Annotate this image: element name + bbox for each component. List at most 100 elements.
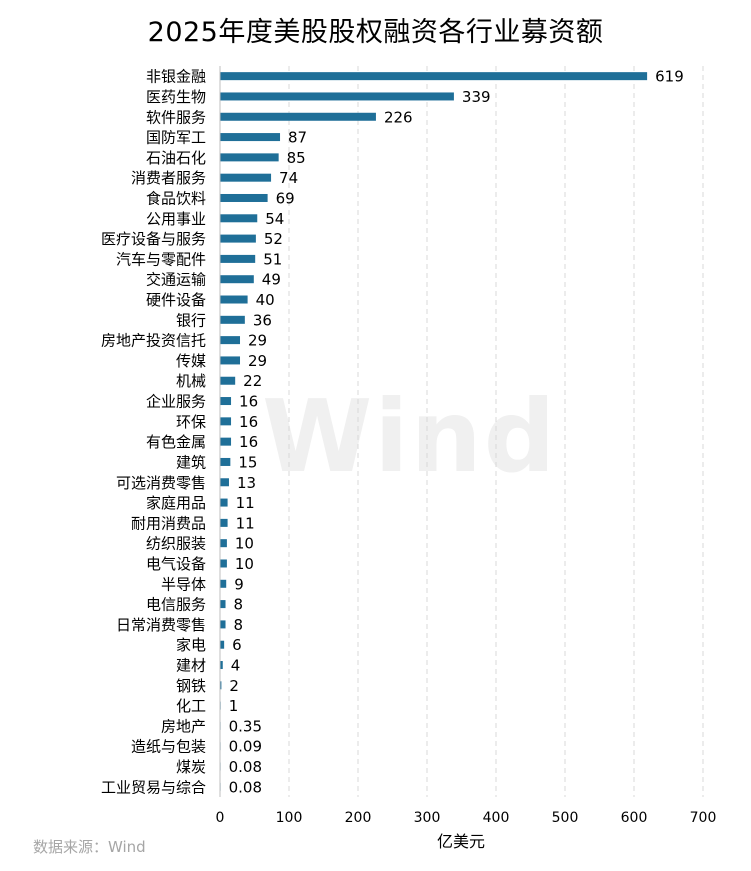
category-label: 机械 [176, 372, 206, 390]
category-label: 消费者服务 [131, 169, 206, 187]
value-label: 51 [263, 250, 282, 268]
bar [220, 153, 279, 162]
x-tick-label: 700 [690, 810, 717, 826]
category-label: 非银金融 [146, 68, 206, 86]
category-label: 煤炭 [176, 758, 206, 776]
category-label: 日常消费零售 [116, 616, 206, 634]
value-label: 74 [279, 169, 298, 187]
value-label: 0.35 [229, 717, 262, 735]
x-tick-label: 100 [276, 810, 303, 826]
x-axis-label: 亿美元 [437, 832, 486, 851]
category-label: 耐用消费品 [131, 514, 206, 532]
bar [220, 315, 245, 324]
value-label: 339 [462, 88, 491, 106]
bar [220, 336, 241, 345]
category-label: 纺织服装 [146, 535, 206, 553]
value-label: 8 [234, 616, 244, 634]
x-tick-label: 200 [345, 810, 372, 826]
bar [220, 539, 227, 548]
value-label: 8 [234, 596, 244, 614]
bar [220, 173, 272, 182]
value-label: 29 [248, 332, 267, 350]
bar [220, 417, 232, 426]
bar [220, 72, 648, 81]
x-tick-label: 300 [414, 810, 441, 826]
value-label: 36 [253, 311, 272, 329]
value-label: 54 [265, 210, 284, 228]
category-label: 造纸与包装 [131, 738, 206, 756]
category-label: 建材 [176, 657, 206, 675]
value-label: 52 [264, 230, 283, 248]
category-label: 医药生物 [146, 88, 206, 106]
value-label: 9 [234, 575, 244, 593]
category-label: 工业贸易与综合 [101, 778, 206, 796]
value-label: 2 [229, 677, 239, 695]
bar [220, 254, 256, 263]
bar [220, 681, 222, 690]
value-label: 13 [237, 474, 256, 492]
bar [220, 518, 228, 527]
value-label: 0.08 [229, 778, 262, 796]
value-label: 22 [243, 372, 262, 390]
category-label: 可选消费零售 [116, 474, 206, 492]
category-label: 食品饮料 [146, 189, 206, 207]
category-label: 企业服务 [146, 393, 206, 411]
value-label: 1 [229, 697, 239, 715]
category-label: 传媒 [176, 352, 206, 370]
value-label: 4 [231, 657, 241, 675]
bar [220, 295, 248, 304]
bar [220, 457, 231, 466]
bar [220, 600, 226, 609]
value-labels: 6193392268785746954525149403629292216161… [229, 68, 684, 797]
category-label: 半导体 [161, 575, 206, 593]
value-label: 11 [236, 494, 255, 512]
value-label: 29 [248, 352, 267, 370]
value-label: 619 [655, 68, 684, 86]
value-label: 16 [239, 393, 258, 411]
x-tick-label: 400 [483, 810, 510, 826]
category-label: 化工 [176, 697, 206, 715]
bar [220, 376, 236, 385]
value-label: 69 [276, 189, 295, 207]
chart-title: 2025年度美股股权融资各行业募资额 [147, 17, 604, 48]
bar [220, 640, 225, 649]
category-label: 公用事业 [146, 210, 206, 228]
category-label: 家庭用品 [146, 494, 206, 512]
category-label: 环保 [176, 413, 206, 431]
x-tick-label: 500 [552, 810, 579, 826]
category-label: 石油石化 [146, 149, 206, 167]
category-label: 房地产投资信托 [101, 332, 206, 350]
value-label: 49 [262, 271, 281, 289]
bar [220, 234, 256, 243]
value-label: 11 [236, 514, 255, 532]
watermark-logo: Wind [262, 378, 558, 495]
bar [220, 397, 232, 406]
value-label: 16 [239, 413, 258, 431]
category-label: 钢铁 [176, 677, 206, 695]
category-label: 家电 [176, 636, 206, 654]
value-label: 6 [232, 636, 242, 654]
category-label: 建筑 [176, 453, 206, 471]
category-label: 交通运输 [146, 271, 206, 289]
category-label: 软件服务 [146, 108, 206, 126]
bars [220, 72, 648, 791]
bar [220, 478, 229, 487]
bar [220, 112, 376, 121]
value-label: 10 [235, 535, 254, 553]
grid-lines [288, 66, 704, 797]
category-label: 国防军工 [146, 129, 206, 147]
category-label: 房地产 [161, 717, 206, 735]
category-labels: 非银金融医药生物软件服务国防军工石油石化消费者服务食品饮料公用事业医疗设备与服务… [101, 68, 206, 797]
bar [220, 579, 227, 588]
category-label: 硬件设备 [146, 291, 206, 309]
value-label: 40 [256, 291, 275, 309]
bar [220, 92, 454, 101]
bar [220, 661, 223, 670]
value-label: 0.09 [229, 738, 262, 756]
category-label: 银行 [176, 311, 206, 329]
category-label: 有色金属 [146, 433, 206, 451]
category-label: 电气设备 [146, 555, 206, 573]
value-label: 226 [384, 108, 413, 126]
bar [220, 214, 258, 223]
